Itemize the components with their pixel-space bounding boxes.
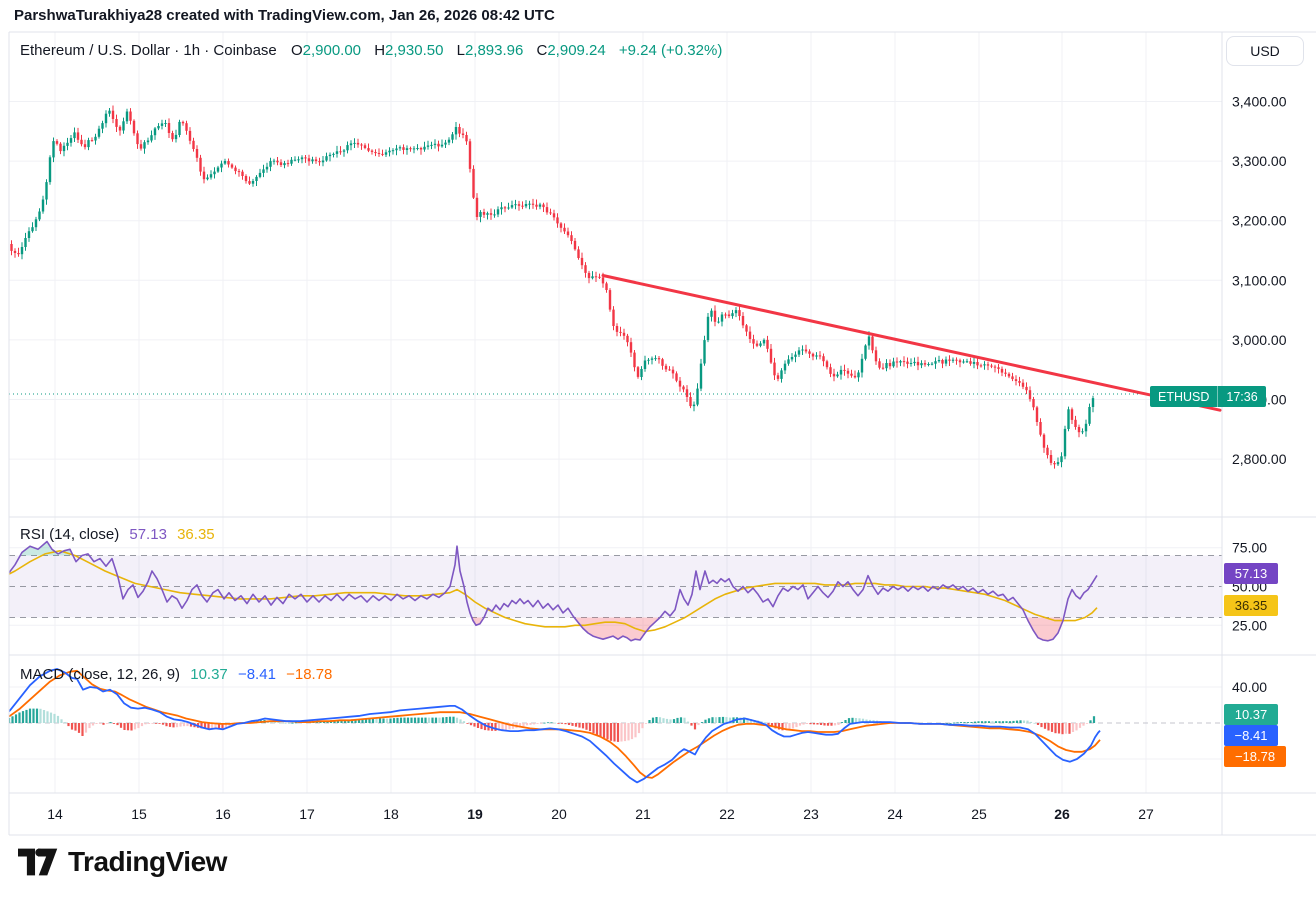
rsi-title-text: RSI (14, close) — [20, 526, 120, 543]
rsi-pane-header[interactable]: RSI (14, close) 57.13 36.35 — [20, 526, 215, 543]
time-tick-label: 22 — [719, 806, 735, 822]
price-tick-label: 3,000.00 — [1232, 332, 1287, 348]
time-tick-label: 15 — [131, 806, 147, 822]
trendline-drawing[interactable] — [601, 274, 1222, 412]
rsi-ma-axis-badge: 36.35 — [1224, 595, 1278, 616]
time-tick-label: 26 — [1054, 806, 1070, 822]
attribution-text: ParshwaTurakhiya28 created with TradingV… — [14, 7, 555, 24]
ohlc-low-value: 2,893.96 — [464, 42, 524, 59]
rsi-value: 57.13 — [129, 526, 167, 543]
ohlc-high-label: H — [374, 42, 386, 59]
rsi-tick-label: 75.00 — [1232, 540, 1267, 556]
ohlc-low-label: L — [456, 42, 465, 59]
time-tick-label: 14 — [47, 806, 63, 822]
price-tick-label: 3,100.00 — [1232, 272, 1287, 288]
macd-pane-header[interactable]: MACD (close, 12, 26, 9) 10.37 −8.41 −18.… — [20, 666, 332, 683]
price-change: +9.24 (+0.32%) — [618, 42, 723, 59]
macd-signal-axis-badge: −18.78 — [1224, 746, 1286, 767]
tradingview-logo-icon — [18, 847, 58, 877]
time-tick-label: 23 — [803, 806, 819, 822]
tradingview-logo-text: TradingView — [68, 846, 227, 877]
macd-tick-label: 40.00 — [1232, 679, 1267, 695]
time-tick-label: 19 — [467, 806, 483, 822]
time-tick-label: 18 — [383, 806, 399, 822]
ohlc-close-value: 2,909.24 — [547, 42, 606, 59]
macd-title-text: MACD (close, 12, 26, 9) — [20, 666, 181, 683]
badge-divider — [1217, 386, 1219, 407]
symbol-legend[interactable]: Ethereum / U.S. Dollar · 1h · Coinbase O… — [20, 42, 722, 59]
symbol-title: Ethereum / U.S. Dollar · 1h · Coinbase — [20, 42, 277, 59]
time-tick-label: 24 — [887, 806, 903, 822]
price-tick-label: 2,800.00 — [1232, 451, 1287, 467]
candlestick-series — [9, 105, 1095, 469]
macd-hist-value: 10.37 — [190, 666, 228, 683]
time-tick-label: 21 — [635, 806, 651, 822]
currency-toggle-button[interactable]: USD — [1226, 36, 1304, 66]
ohlc-open-label: O — [290, 42, 303, 59]
price-tick-label: 3,400.00 — [1232, 94, 1287, 110]
time-tick-label: 25 — [971, 806, 987, 822]
price-tick-label: 3,300.00 — [1232, 153, 1287, 169]
macd-signal-value: −18.78 — [286, 666, 333, 683]
rsi-axis-badge: 57.13 — [1224, 563, 1278, 584]
price-tick-label: 3,200.00 — [1232, 213, 1287, 229]
time-tick-label: 20 — [551, 806, 567, 822]
time-tick-label: 27 — [1138, 806, 1154, 822]
last-price-badge: ETHUSD 17:36 — [1150, 386, 1266, 407]
time-scale[interactable] — [8, 793, 1222, 835]
macd-hist-axis-badge: 10.37 — [1224, 704, 1278, 725]
macd-line-value: −8.41 — [237, 666, 276, 683]
ohlc-close-label: C — [536, 42, 548, 59]
last-price-badge-time: 17:36 — [1226, 389, 1258, 404]
rsi-ma-value: 36.35 — [177, 526, 215, 543]
ohlc-high-value: 2,930.50 — [385, 42, 444, 59]
tradingview-logo[interactable]: TradingView — [18, 846, 227, 878]
ohlc-open-value: 2,900.00 — [302, 42, 362, 59]
last-price-badge-symbol: ETHUSD — [1158, 389, 1210, 404]
time-tick-label: 16 — [215, 806, 231, 822]
macd-line-axis-badge: −8.41 — [1224, 725, 1278, 746]
time-tick-label: 17 — [299, 806, 315, 822]
rsi-tick-label: 25.00 — [1232, 617, 1267, 633]
price-scale[interactable] — [1222, 32, 1316, 793]
